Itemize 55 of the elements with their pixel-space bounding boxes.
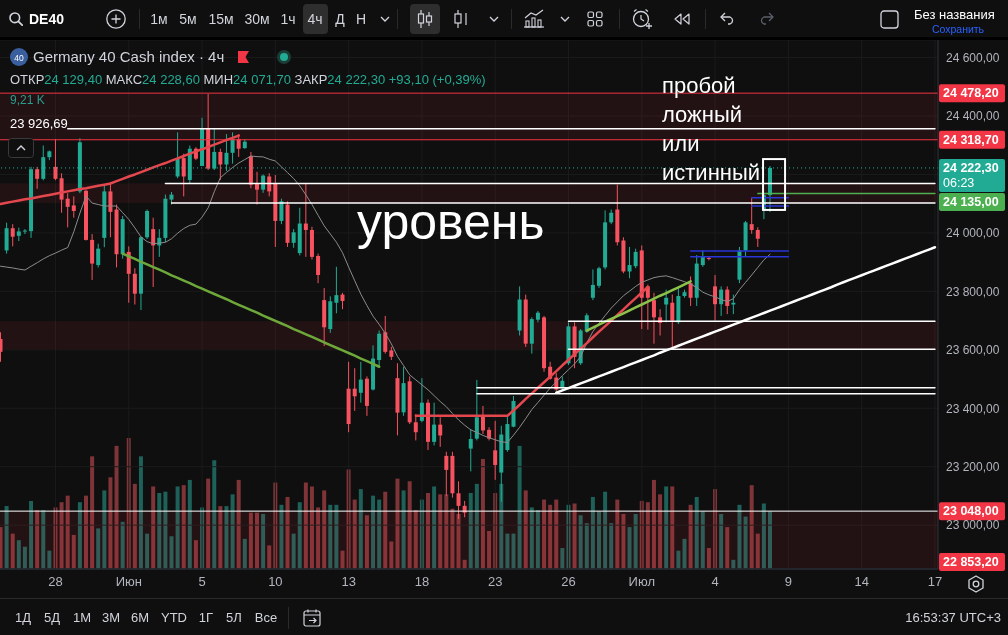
text: YTD (161, 609, 187, 627)
text: Все (254, 609, 278, 627)
text: 1ч (280, 10, 296, 28)
text: ОТКР24 129,40 МАКС24 228,60 МИН24 071,70 ЗАКР24 222,30 +93,10 (+0,39%) (10, 72, 486, 87)
annotation: 40 (14, 52, 24, 63)
x-tick-label: 18 (414, 574, 430, 590)
data-label: 24 135,00 (943, 194, 999, 209)
x-tick-label: 4 (711, 574, 719, 590)
text: 16:53:37 UTC+3 (905, 609, 1001, 627)
text: 1М (72, 609, 92, 627)
text: Н (355, 10, 367, 28)
y-tick-label: 23 400,00 (946, 401, 1000, 416)
ref-line-label: 24 318,70 (943, 132, 999, 147)
x-tick-label: 28 (48, 574, 63, 590)
x-tick-label: 26 (561, 574, 576, 590)
x-tick-label: Июл (628, 574, 656, 590)
text: 4ч (307, 10, 323, 28)
x-tick-label: 9 (784, 574, 792, 590)
ref-line-label: 24 478,20 (943, 86, 999, 101)
y-tick-label: 24 000,00 (946, 226, 1000, 241)
text: 1Д (14, 609, 32, 627)
band-label: 22 853,20 (943, 555, 999, 569)
x-tick-label: Июн (115, 574, 142, 590)
x-tick-label: 14 (854, 574, 869, 590)
y-tick-label: 24 600,00 (946, 50, 1000, 65)
text: 6М (130, 609, 150, 627)
annotation: уровень (357, 193, 545, 252)
text: 5Д (43, 609, 61, 627)
annotation: 9,21 K (10, 92, 45, 109)
text: Сохранить (931, 23, 985, 35)
text: 30м (244, 10, 270, 28)
text: Без названия (914, 6, 995, 24)
y-tick-label: 23 800,00 (946, 284, 1000, 299)
text: 15м (208, 10, 234, 28)
text: Germany 40 Cash index · 4ч (33, 48, 225, 66)
text: 5Л (226, 609, 242, 627)
circle-badge-icon: 40 (10, 48, 28, 66)
ref-line-label: 23 048,00 (943, 504, 999, 519)
x-tick-label: 13 (341, 574, 356, 590)
x-tick-label: 17 (927, 574, 943, 590)
ref-line-label: 24 222,30 06:23 (943, 160, 999, 190)
x-tick-label: 5 (198, 574, 206, 590)
y-tick-label: 23 200,00 (946, 459, 1000, 474)
x-tick-label: 23 (488, 574, 503, 590)
text: 5м (179, 10, 197, 28)
text: 1Г (198, 609, 214, 627)
annotation: 23 926,69 (10, 115, 68, 133)
y-tick-label: 23 000,00 (946, 518, 1000, 533)
text: 3М (101, 609, 121, 627)
y-tick-label: 24 400,00 (946, 109, 1000, 124)
text: 1м (150, 10, 168, 28)
y-tick-label: 23 600,00 (946, 343, 1000, 358)
x-tick-label: 10 (268, 574, 283, 590)
text: DE40 (29, 10, 65, 28)
text: Д (335, 10, 345, 28)
